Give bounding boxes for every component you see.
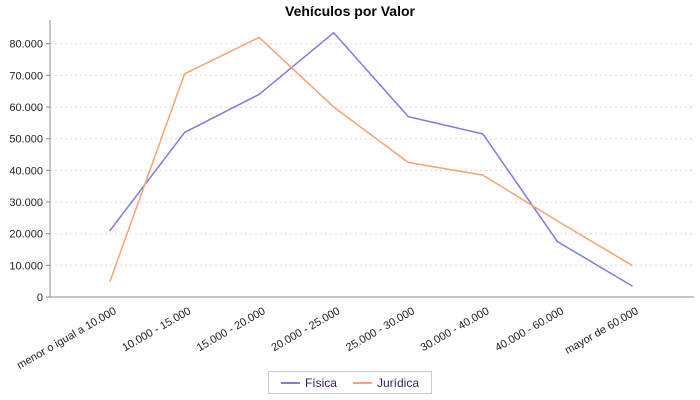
y-tick-label: 20.000 [9, 229, 43, 241]
chart-title: Vehículos por Valor [285, 3, 415, 19]
y-tick-label: 10.000 [9, 260, 43, 272]
legend-label-fisica: Física [304, 375, 337, 390]
y-tick-label: 30.000 [9, 197, 43, 209]
x-category-label: 25.000 - 30.000 [344, 305, 417, 354]
x-category-label: 20.000 - 25.000 [269, 305, 342, 354]
y-tick-label: 0 [37, 292, 43, 304]
y-tick-label: 80.000 [9, 39, 43, 51]
x-category-label: 30.000 - 40.000 [419, 305, 492, 354]
fisica-line-swatch [280, 381, 300, 384]
legend: Física Jurídica [267, 371, 433, 394]
x-category-label: 40.000 - 60.000 [493, 305, 566, 354]
y-tick-label: 40.000 [9, 165, 43, 177]
series-line-juridica [109, 36, 633, 282]
x-category-label: 15.000 - 20.000 [195, 305, 268, 354]
series-line-fisica [109, 31, 633, 287]
y-tick-label: 60.000 [9, 102, 43, 114]
juridica-line-swatch [352, 381, 372, 384]
x-category-label: mayor de 60.000 [563, 305, 641, 357]
legend-item-juridica: Jurídica [352, 375, 420, 390]
y-tick-label: 70.000 [9, 70, 43, 82]
legend-item-fisica: Física [280, 375, 337, 390]
y-tick-label: 50.000 [9, 134, 43, 146]
x-category-label: 10.000 - 15.000 [120, 305, 193, 354]
legend-label-juridica: Jurídica [376, 375, 420, 390]
x-category-label: menor o igual a 10.000 [15, 305, 118, 372]
